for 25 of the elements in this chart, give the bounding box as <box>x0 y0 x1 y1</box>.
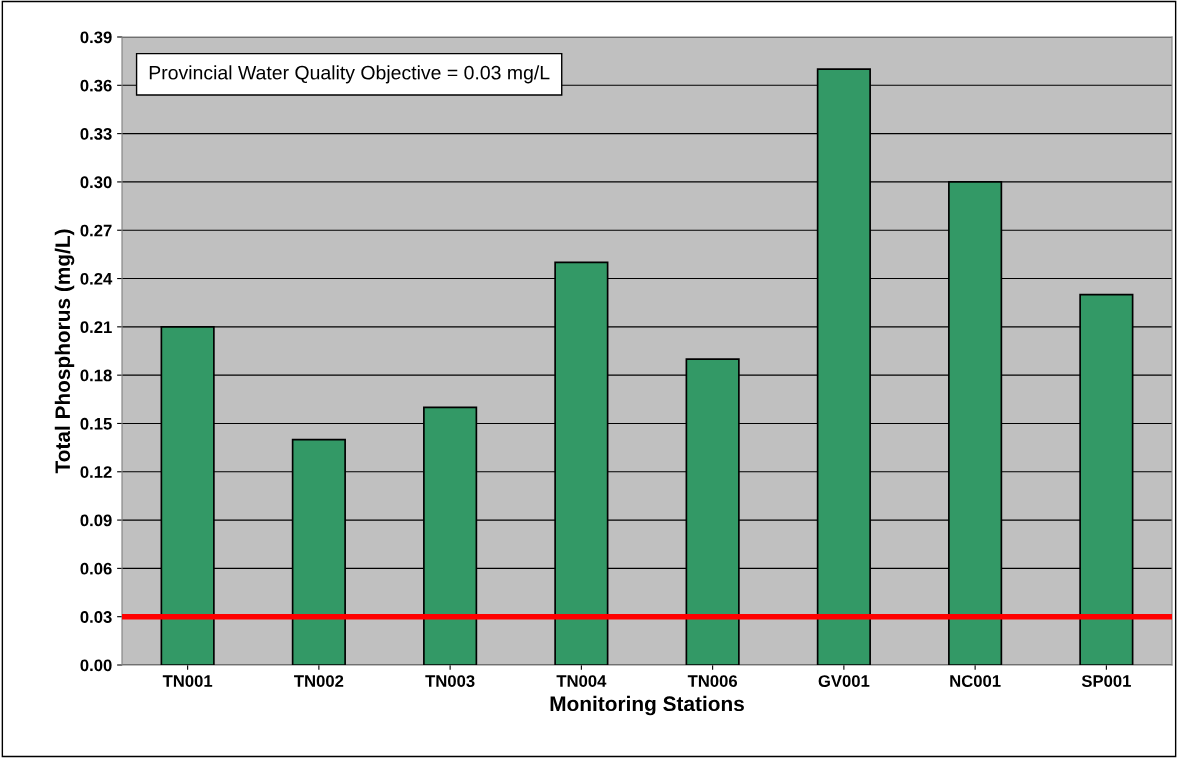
y-tick-label: 0.06 <box>80 562 112 575</box>
x-axis-title: Monitoring Stations <box>550 695 744 716</box>
y-tick-label: 0.18 <box>80 369 112 382</box>
y-tick-label: 0.00 <box>80 659 112 672</box>
x-tick-label: TN006 <box>687 675 738 687</box>
y-tick-label: 0.12 <box>80 466 112 478</box>
y-tick-label: 0.27 <box>80 224 112 237</box>
y-tick-label: 0.15 <box>80 417 112 430</box>
x-tick-label: TN001 <box>162 675 213 687</box>
x-tick-label: GV001 <box>818 675 870 687</box>
y-tick-label: 0.39 <box>80 31 112 44</box>
x-tick-label: NC001 <box>950 675 1001 687</box>
y-tick-label: 0.21 <box>80 321 112 334</box>
x-tick-label: TN003 <box>425 675 475 687</box>
y-tick-label: 0.36 <box>80 79 112 92</box>
y-tick-label: 0.33 <box>80 128 112 140</box>
y-axis-title: Total Phosphorus (mg/L) <box>54 229 75 474</box>
y-tick-label: 0.24 <box>80 272 113 285</box>
y-tick-label: 0.03 <box>80 611 112 623</box>
x-tick-label: TN002 <box>294 675 344 687</box>
y-tick-label: 0.30 <box>80 176 112 189</box>
y-tick-label: 0.09 <box>80 514 112 527</box>
annotation: Provincial Water Quality Objective = 0.03 mg/L <box>149 65 550 84</box>
x-tick-label: SP001 <box>1081 675 1131 687</box>
x-tick-label: TN004 <box>556 675 607 687</box>
